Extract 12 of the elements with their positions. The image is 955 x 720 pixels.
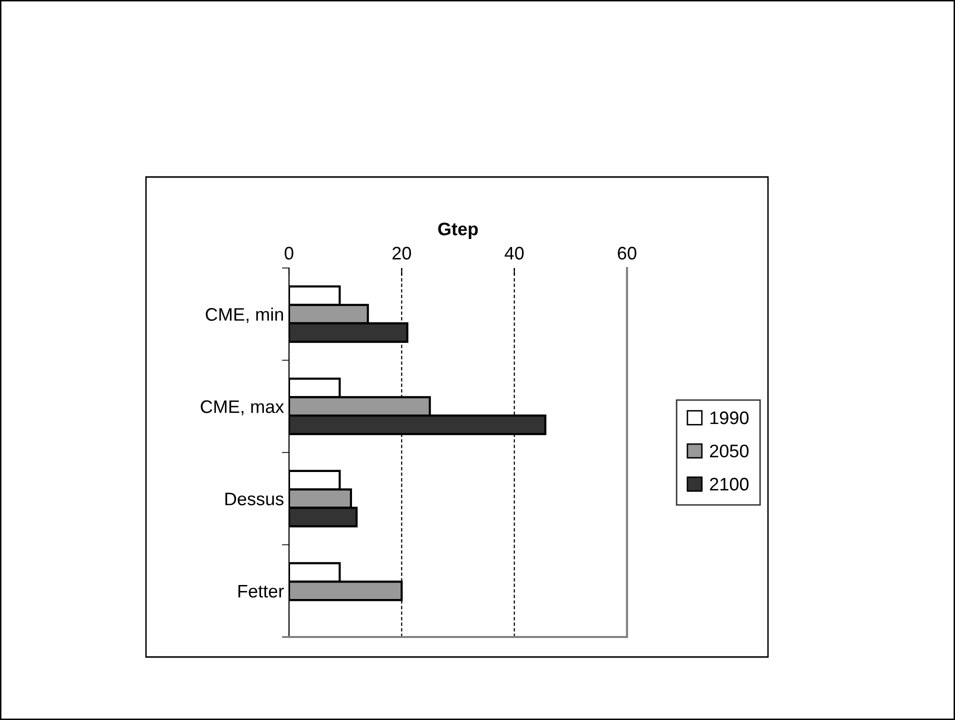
x-tick-label: 20 bbox=[392, 246, 412, 260]
y-tick-label: Dessus bbox=[225, 492, 284, 506]
legend-label: 2100 bbox=[710, 478, 749, 491]
y-tick-label: Fetter bbox=[238, 584, 284, 598]
y-tick-label: CME, min bbox=[206, 308, 283, 323]
y-tick-label: CME, max bbox=[200, 400, 284, 416]
legend-label: 2050 bbox=[710, 444, 749, 458]
x-tick-label: 60 bbox=[618, 246, 636, 260]
x-tick-label: 0 bbox=[284, 246, 294, 260]
x-axis-title: Gtep bbox=[438, 222, 478, 239]
x-tick-label: 40 bbox=[504, 246, 524, 260]
legend-label: 1990 bbox=[710, 411, 749, 424]
